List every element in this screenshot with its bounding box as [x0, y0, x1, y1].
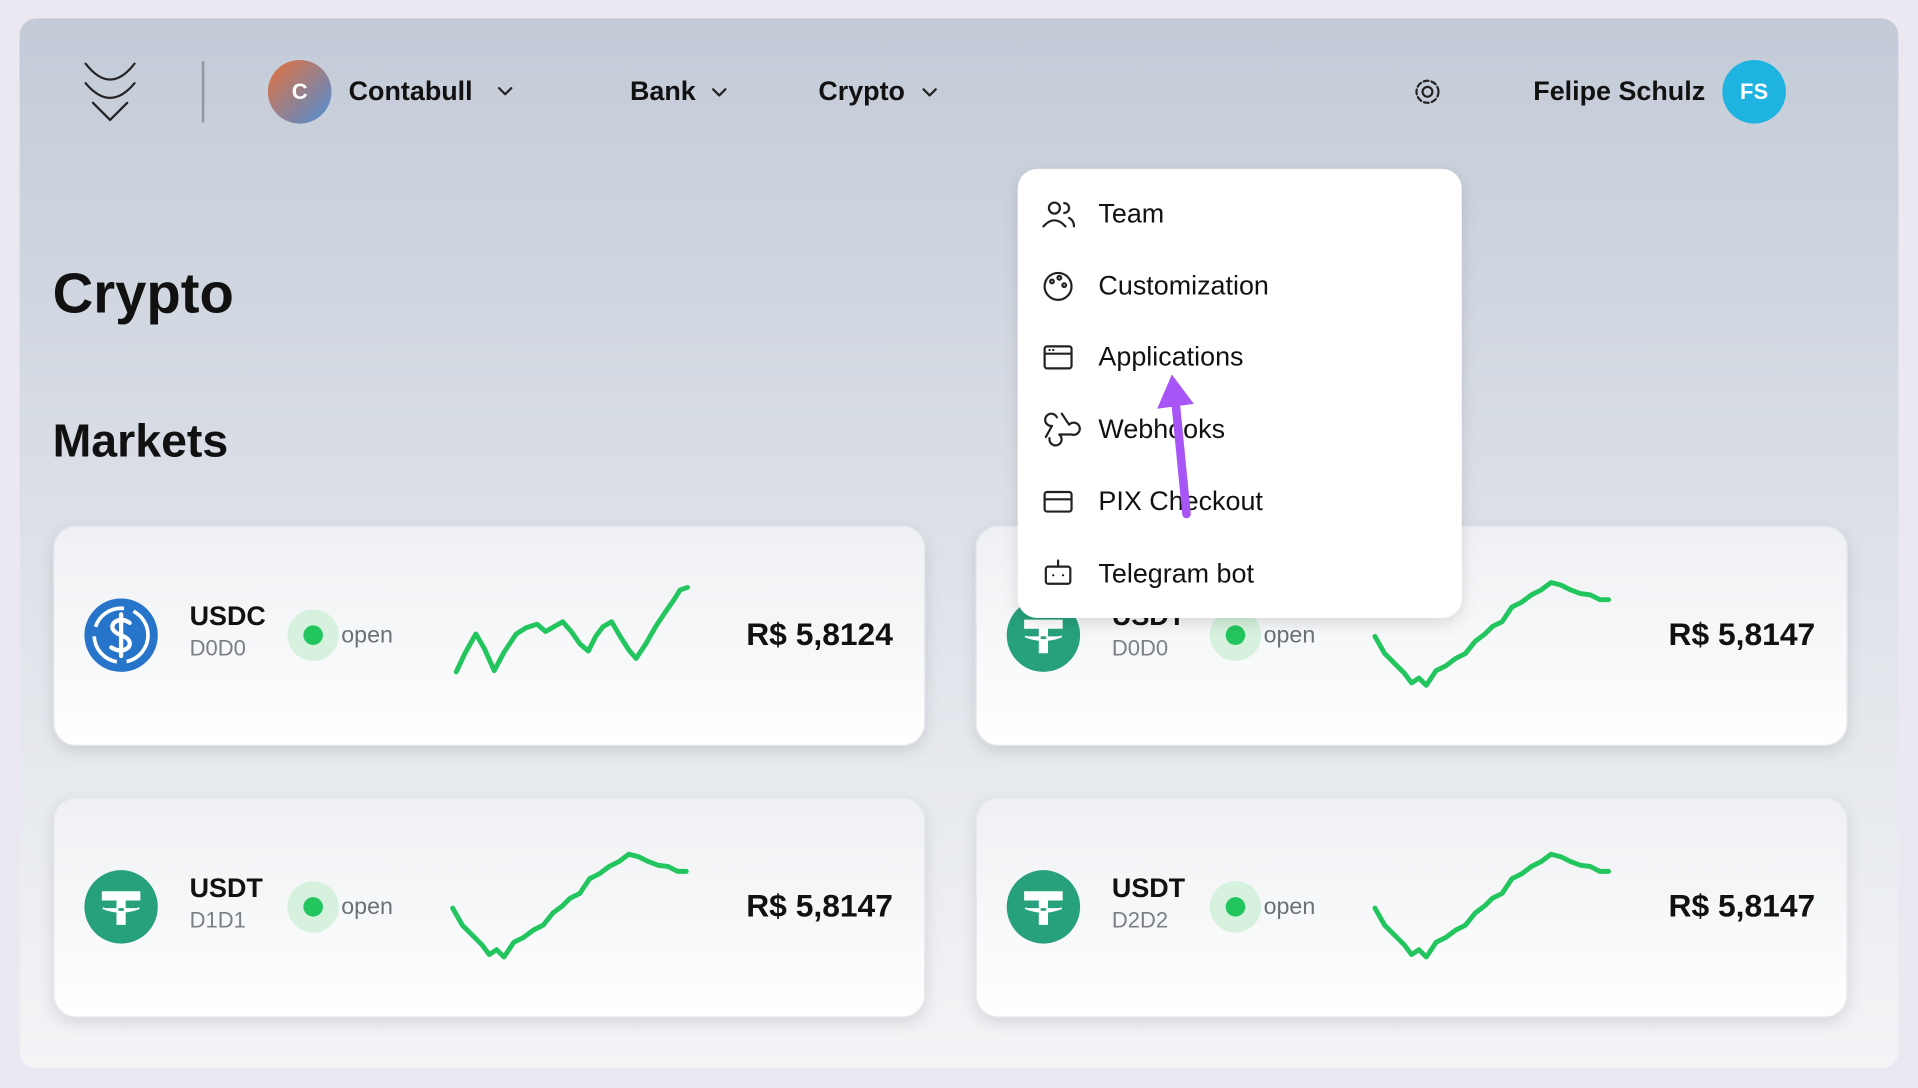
coin-icon-sign [1024, 619, 1063, 654]
card-bg [53, 797, 926, 1018]
sparkline [1372, 851, 1611, 960]
status-text: open [1264, 893, 1316, 919]
pair-code: D2D2 [1112, 907, 1168, 932]
status-text: open [341, 893, 393, 919]
menu-item[interactable]: Applications [1098, 342, 1243, 372]
coin-symbol: USDT [190, 873, 264, 903]
workspace-initial: C [292, 79, 308, 104]
menu-panel [1017, 168, 1462, 619]
status-text: open [341, 622, 393, 648]
menu-item[interactable]: Webhooks [1098, 414, 1225, 444]
price: R$ 5,8147 [746, 887, 893, 923]
price: R$ 5,8147 [1669, 616, 1816, 652]
workspace-name[interactable]: Contabull [349, 76, 473, 106]
user-avatar[interactable] [1722, 59, 1786, 124]
status-dot [1225, 625, 1246, 645]
logo[interactable] [84, 62, 136, 122]
sparkline [453, 584, 690, 675]
menu-item[interactable]: Telegram bot [1098, 558, 1254, 588]
page-title: Crypto [53, 261, 234, 324]
sparkline [1372, 580, 1611, 688]
coin-symbol: USDC [190, 601, 266, 631]
nav-item[interactable]: Bank [630, 76, 696, 106]
pointer-arrow [1170, 384, 1191, 519]
price: R$ 5,8147 [1669, 887, 1816, 923]
settings-icon[interactable] [1415, 79, 1440, 104]
status-dot [303, 625, 323, 645]
market-card[interactable]: USDT D2D2 open R$ 5,8147 [975, 797, 1848, 1018]
workspace-avatar[interactable] [267, 59, 332, 124]
menu-icons [1042, 201, 1081, 585]
status-dot [303, 897, 323, 917]
coin-symbol: USDT [1112, 873, 1186, 903]
pair-code: D0D0 [190, 636, 246, 661]
pair-code: D1D1 [190, 907, 246, 932]
cards: USDC D0D0 open R$ 5,8124 USDT D0D0 open R$ 5,81… [53, 525, 1848, 1018]
market-card[interactable]: USDT D1D1 open R$ 5,8147 [53, 797, 926, 1018]
market-card[interactable]: USDC D0D0 open R$ 5,8124 [53, 525, 926, 746]
chevron [922, 88, 937, 97]
status-dot [1225, 897, 1246, 917]
card-bg [975, 797, 1848, 1018]
dropdown-menu: TeamCustomizationApplicationsWebhooksPIX… [1017, 168, 1462, 619]
menu-item[interactable]: Team [1098, 199, 1164, 229]
price: R$ 5,8124 [746, 616, 893, 652]
coin-icon-sign [101, 891, 141, 925]
menu-item[interactable]: Customization [1098, 271, 1268, 301]
status-text: open [1264, 622, 1316, 648]
coin-icon-sign [109, 612, 132, 659]
sparkline [450, 851, 689, 960]
chevron [497, 87, 513, 96]
user-name[interactable]: Felipe Schulz [1533, 76, 1705, 106]
coin-icon-ring [92, 606, 150, 664]
coin-icon-sign [1024, 891, 1063, 925]
card-bg [53, 525, 926, 746]
section-title: Markets [53, 415, 229, 467]
user-initials: FS [1740, 79, 1768, 104]
chevron [712, 88, 727, 97]
pair-code: D0D0 [1112, 636, 1168, 661]
pointer-arrow-head [1157, 374, 1194, 409]
nav-item[interactable]: Crypto [818, 76, 905, 106]
